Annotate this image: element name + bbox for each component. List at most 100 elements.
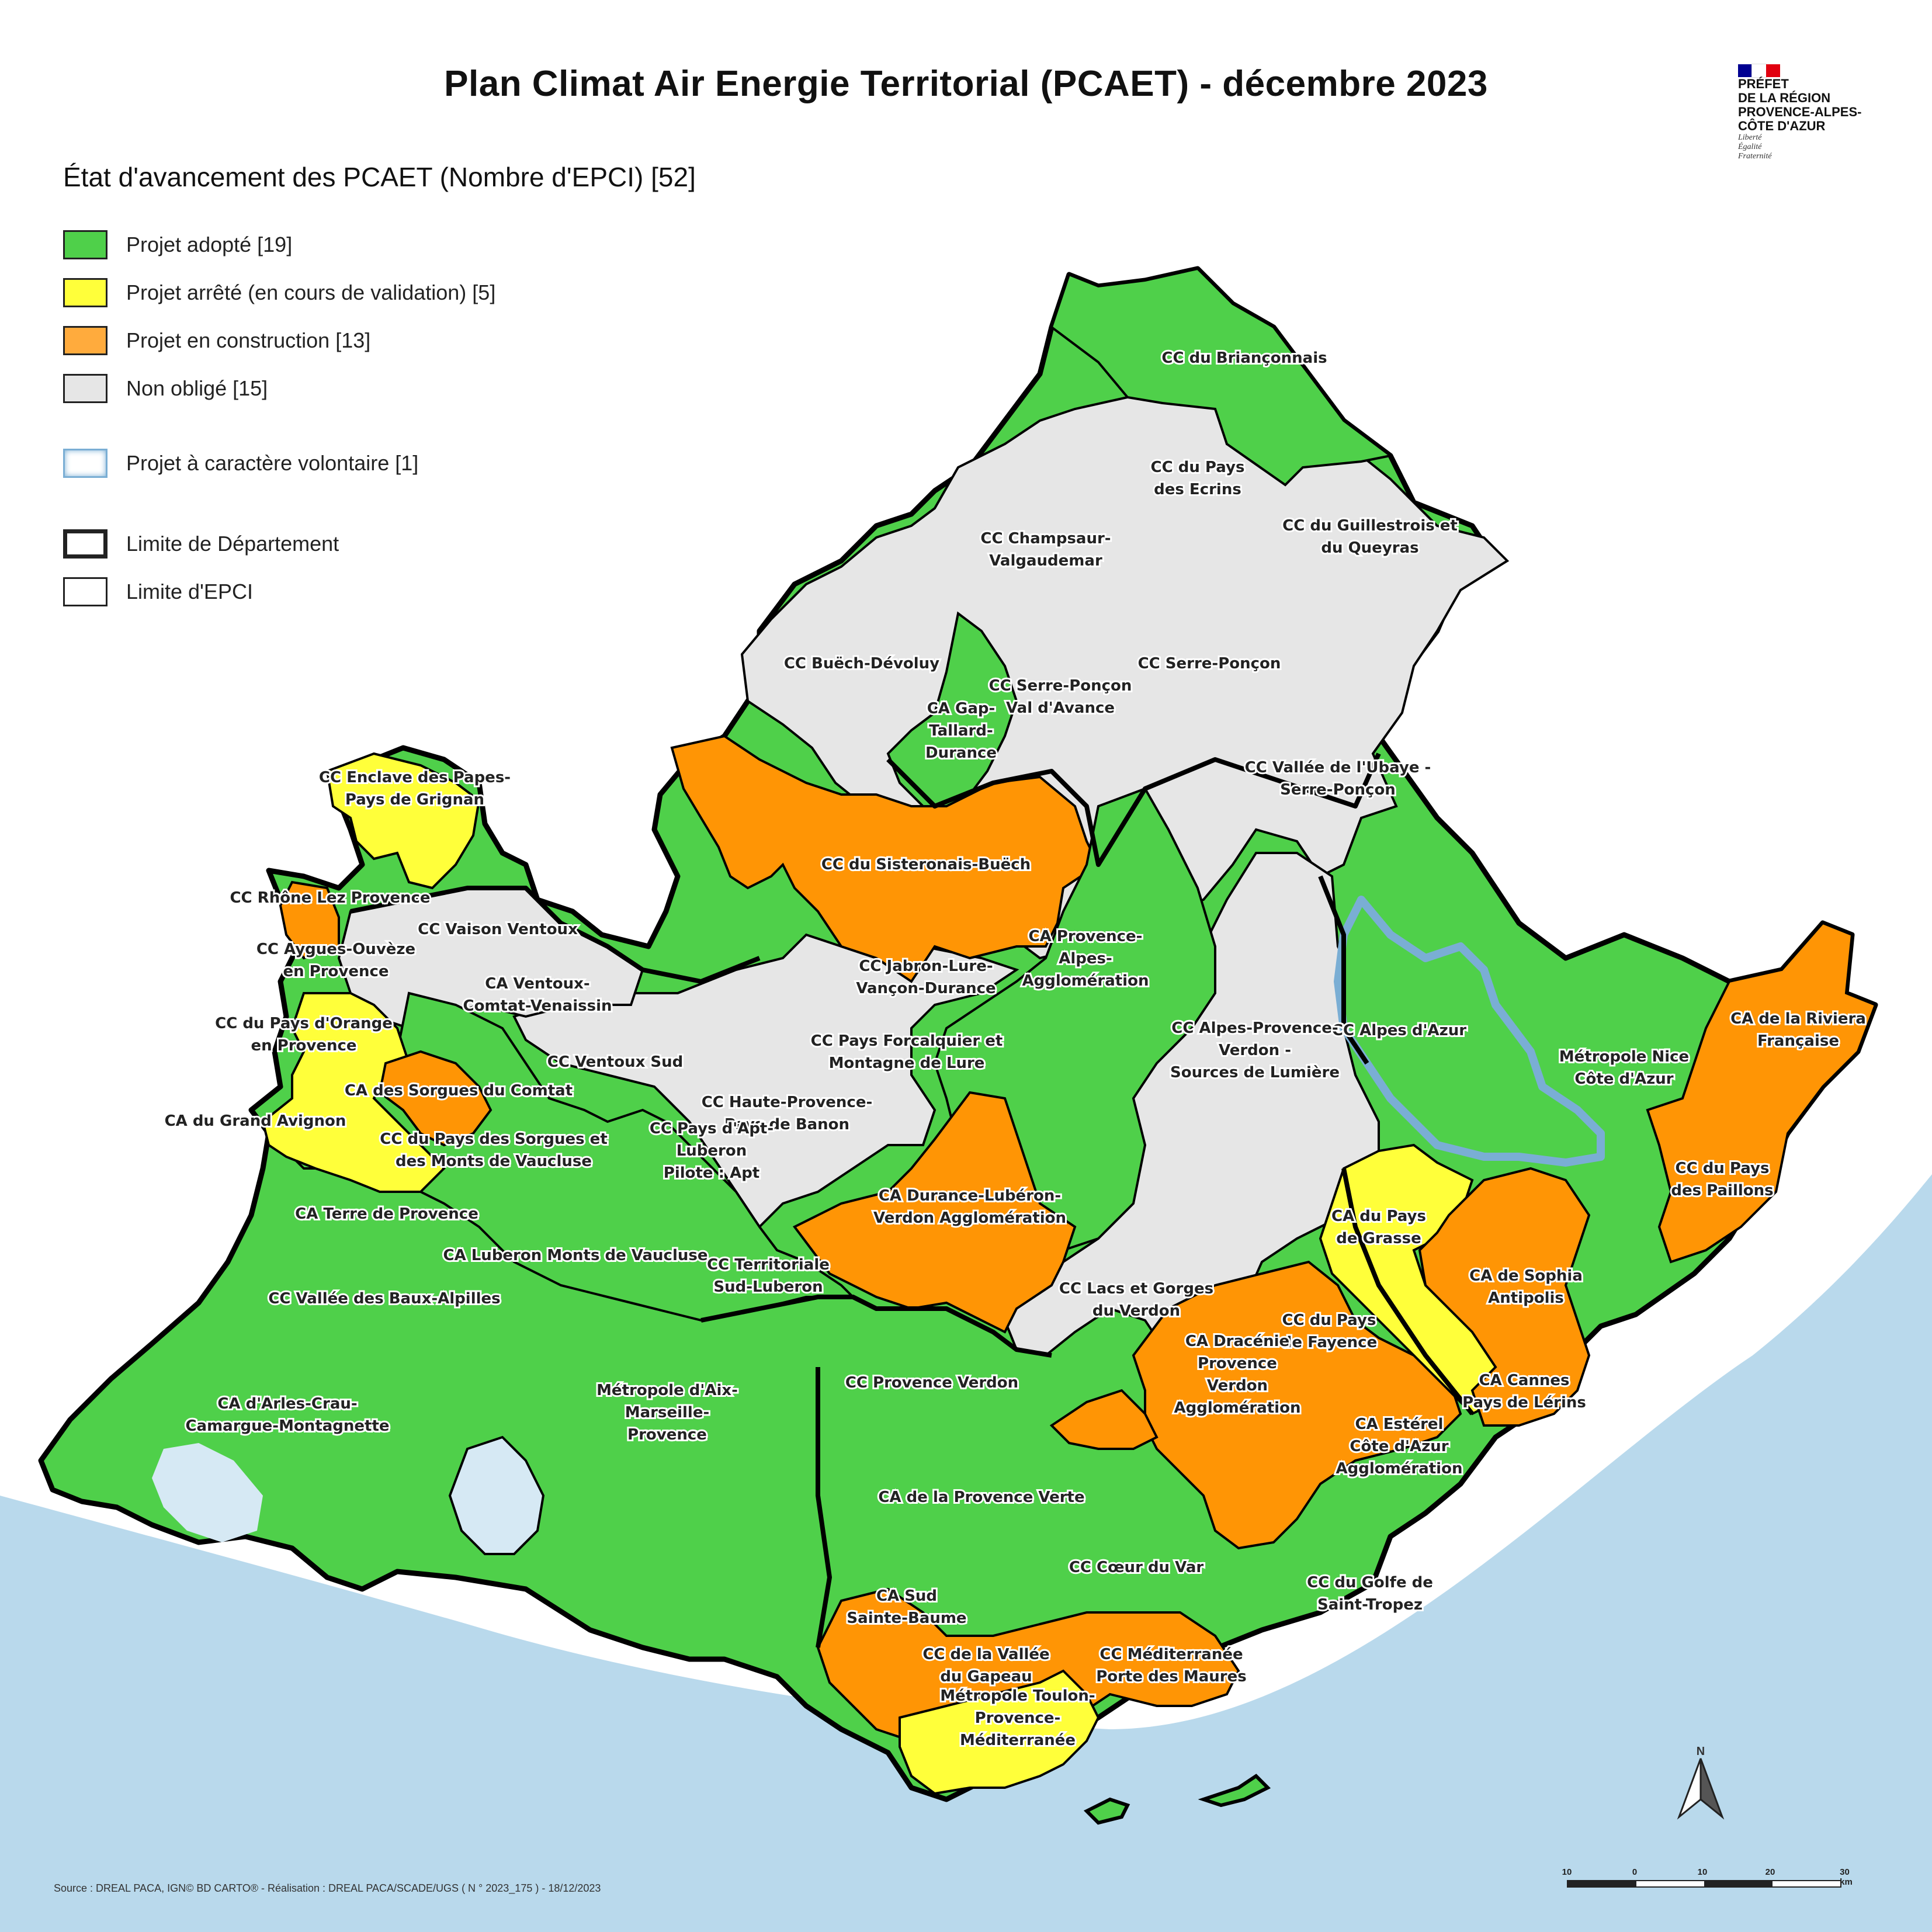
epci-label: Métropole Toulon- Provence- Méditerranée [940,1687,1095,1749]
epci-label-line: CC Lacs et Gorges [1059,1280,1213,1298]
epci-label-line: Sud-Luberon [713,1278,823,1296]
legend-swatch-adopted [63,230,107,259]
epci-label-line: CC Ventoux Sud [547,1053,684,1071]
zone-rhone-lez [279,880,340,960]
epci-label: CA de Sophia Antipolis [1469,1267,1583,1307]
scale-bar-segments [1567,1880,1841,1888]
epci-label-line: Porte des Maures [1096,1668,1247,1685]
epci-label-line: CC Provence Verdon [845,1374,1018,1392]
epci-label: CC Haute-Provence- Pays de Banon [702,1094,873,1133]
epci-label-line: CC Serre-Ponçon [989,677,1132,695]
epci-label: CC du Golfe de Saint-Tropez [1307,1574,1433,1614]
epci-label-line: CC du Pays d'Orange [215,1015,393,1032]
legend-item-arrested: Projet arrêté (en cours de validation) [… [63,278,495,307]
epci-label-line: CC Méditerranée [1099,1646,1243,1663]
epci-label-line: CC du Pays [1676,1160,1770,1177]
epci-label-line: CA Luberon Monts de Vaucluse [443,1247,707,1264]
epci-label-line: Provence- [975,1709,1061,1727]
scale-bar: 10 0 10 20 30 km [1554,1867,1853,1888]
island-port-cros [1198,1774,1271,1808]
epci-label: CC Pays d'Apt- Luberon Pilote : Apt [650,1120,774,1182]
epci-label: CC Méditerranée Porte des Maures [1096,1646,1247,1685]
epci-label-line: CC Vallée de l'Ubaye - [1245,759,1431,776]
epci-label-line: Métropole d'Aix- [596,1382,738,1399]
epci-label: CA Sud Sainte-Baume [847,1587,966,1627]
epci-label: CA Cannes Pays de Lérins [1462,1372,1586,1411]
epci-label-line: CA du Grand Avignon [165,1112,346,1130]
scale-segment-3 [1704,1881,1773,1886]
legend-item-construction: Projet en construction [13] [63,326,370,355]
legend-label-epci-limit: Limite d'EPCI [126,580,253,603]
epci-label-line: Serre-Ponçon [1280,781,1396,799]
epci-label: CC du Pays des Sorgues et des Monts de Va… [380,1130,608,1170]
epci-label-line: CC du Pays [1282,1312,1376,1329]
zone-enclave-papes [325,752,481,890]
epci-label: CC du Briançonnais [1161,349,1327,367]
epci-label-line: CA de la Provence Verte [878,1489,1084,1506]
epci-label-line: CC Vaison Ventoux [418,921,578,938]
epci-label-line: CA Durance-Lubéron- [879,1187,1061,1205]
epci-label-line: Métropole Nice [1559,1048,1689,1066]
epci-label-line: CC du Briançonnais [1161,349,1327,367]
legend-item-department-limit: Limite de Département [63,529,339,559]
epci-label: CA Ventoux- Comtat-Venaissin [463,975,612,1015]
epci-label-line: de Fayence [1281,1334,1377,1351]
epci-label-line: CC Cœur du Var [1069,1559,1204,1576]
legend-item-not-required: Non obligé [15] [63,374,268,403]
epci-label: CC Vallée des Baux-Alpilles [268,1290,500,1307]
epci-label: CA Provence- Alpes- Agglomération [1022,928,1149,990]
scale-segment-1 [1568,1881,1636,1886]
epci-label-line: Métropole Toulon- [940,1687,1095,1705]
epci-label: CA Luberon Monts de Vaucluse [443,1247,707,1264]
epci-label-line: Côte d'Azur [1574,1070,1673,1088]
epci-label: CC Buëch-Dévoluy [784,655,939,672]
epci-label: CC Territoriale Sud-Luberon [707,1256,830,1296]
epci-label: CC du Pays des Ecrins [1151,459,1245,498]
epci-label-line: CC Aygues-Ouvèze [256,941,415,958]
epci-label-line: CC Pays Forcalquier et [811,1032,1003,1050]
epci-label-line: Alpes- [1059,950,1112,967]
epci-label-line: CC du Pays [1151,459,1245,476]
epci-label-line: Saint-Tropez [1317,1596,1423,1614]
zone-sophia-cannes [1418,1167,1591,1427]
epci-label-line: du Verdon [1092,1302,1180,1320]
epci-label-line: Val d'Avance [1006,699,1115,717]
epci-label: CA Durance-Lubéron- Verdon Agglomération [873,1187,1066,1227]
epci-label-line: CC Enclave des Papes- [319,769,511,786]
epci-label-line: Verdon - [1219,1042,1291,1059]
epci-label-line: CA de la Riviera [1730,1010,1866,1028]
mediterranean-sea [0,1174,1932,1932]
zone-brianconnais [1050,267,1393,487]
epci-label: CC du Pays d'Orange en Provence [215,1015,393,1055]
flag-red [1766,64,1780,77]
epci-label-line: Comtat-Venaissin [463,997,612,1015]
scale-label-2: 0 [1632,1867,1638,1877]
epci-label-line: CC Serre-Ponçon [1138,655,1281,672]
epci-label: CA de la Riviera Française [1730,1010,1866,1050]
epci-label-line: Verdon [1207,1377,1268,1395]
logo-line-3: PROVENCE-ALPES- [1738,105,1862,119]
zone-toulon [899,1669,1100,1795]
zone-durance-luberon [792,1091,1077,1334]
epci-label-line: CC du Guillestrois et [1282,517,1458,535]
page-title: Plan Climat Air Energie Territorial (PCA… [444,64,1488,104]
epci-label: CA des Sorgues du Comtat [345,1082,573,1099]
legend-title: État d'avancement des PCAET (Nombre d'EP… [63,162,696,192]
epci-label-line: Vançon-Durance [856,980,996,997]
prefecture-logo: PRÉFET DE LA RÉGION PROVENCE-ALPES- CÔTE… [1738,64,1890,161]
logo-motto-3: Fraternité [1738,152,1772,161]
epci-label-line: Camargue-Montagnette [185,1417,389,1435]
legend-item-adopted: Projet adopté [19] [63,230,292,259]
north-label: N [1697,1745,1705,1758]
epci-label-line: CC Vallée des Baux-Alpilles [268,1290,500,1307]
epci-label-line: Montagne de Lure [829,1055,985,1072]
epci-label: CC Aygues-Ouvèze en Provence [256,941,415,980]
epci-label-line: CC Alpes d'Azur [1332,1022,1466,1039]
legend-item-voluntary: Projet à caractère volontaire [1] [63,449,418,478]
legend-swatch-construction [63,326,107,355]
epci-label: CC du Guillestrois et du Queyras [1282,517,1458,557]
etang-de-berre [448,1435,545,1555]
epci-label-line: CC Haute-Provence- [702,1094,873,1111]
